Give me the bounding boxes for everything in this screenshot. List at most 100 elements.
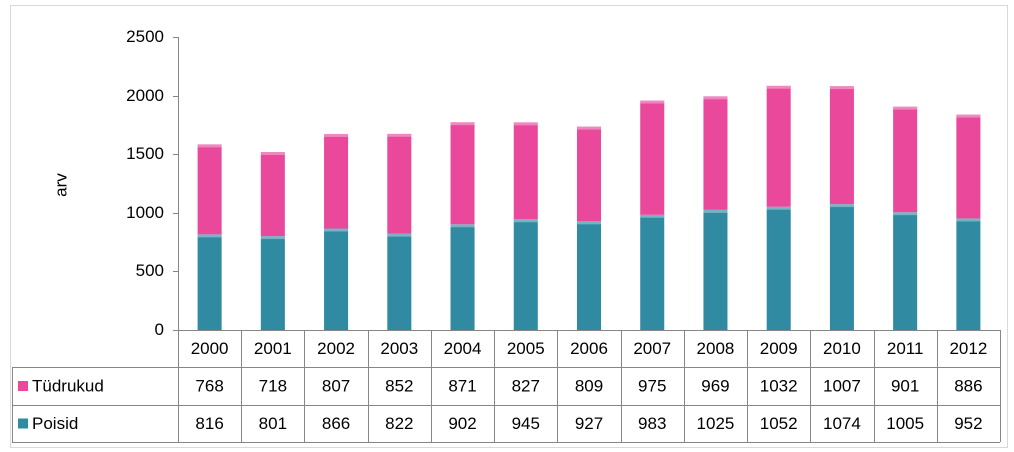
bar-cap bbox=[956, 216, 981, 222]
x-tick-label: 2010 bbox=[823, 339, 861, 358]
bar-cap bbox=[956, 112, 981, 118]
x-tick-label: 2001 bbox=[254, 339, 292, 358]
bar-segment bbox=[324, 133, 349, 229]
y-tick-label: 500 bbox=[136, 261, 164, 280]
y-tick-label: 1500 bbox=[126, 144, 164, 163]
bar-segment bbox=[956, 218, 981, 330]
y-tick-label: 0 bbox=[155, 320, 164, 339]
bar-cap bbox=[640, 98, 665, 104]
table-value: 952 bbox=[954, 414, 982, 433]
table-value: 866 bbox=[322, 414, 350, 433]
x-tick-label: 2012 bbox=[949, 339, 987, 358]
bar-segment bbox=[260, 236, 285, 330]
bar-segment bbox=[893, 106, 918, 213]
bar-cap bbox=[513, 120, 538, 126]
bar-cap bbox=[766, 83, 791, 89]
x-tick-label: 2000 bbox=[191, 339, 229, 358]
table-value: 801 bbox=[259, 414, 287, 433]
bar-segment bbox=[387, 233, 412, 330]
table-value: 927 bbox=[575, 414, 603, 433]
bar-segment bbox=[829, 204, 854, 330]
bar-cap bbox=[260, 234, 285, 240]
x-tick-label: 2006 bbox=[570, 339, 608, 358]
bar-cap bbox=[703, 94, 728, 100]
x-tick-label: 2004 bbox=[444, 339, 482, 358]
bar-segment bbox=[766, 206, 791, 330]
bar-segment bbox=[640, 214, 665, 330]
table-value: 1025 bbox=[697, 414, 735, 433]
table-value: 718 bbox=[259, 376, 287, 395]
bar-segment bbox=[576, 126, 602, 222]
table-value: 975 bbox=[638, 376, 666, 395]
bar-segment bbox=[703, 96, 728, 210]
bar-cap bbox=[576, 219, 602, 225]
x-tick-label: 2007 bbox=[633, 339, 671, 358]
bar-segment bbox=[956, 114, 981, 219]
bar-cap bbox=[893, 210, 918, 216]
bar-cap bbox=[387, 231, 412, 237]
x-tick-label: 2005 bbox=[507, 339, 545, 358]
bar-segment bbox=[197, 144, 222, 235]
table-value: 822 bbox=[385, 414, 413, 433]
bar-segment bbox=[387, 133, 412, 234]
bar-segment bbox=[703, 209, 728, 330]
bar-segment bbox=[513, 219, 538, 330]
table-value: 969 bbox=[701, 376, 729, 395]
bar-cap bbox=[324, 226, 349, 232]
y-tick-label: 2500 bbox=[126, 27, 164, 46]
table-value: 886 bbox=[954, 376, 982, 395]
bar-segment bbox=[640, 100, 665, 215]
table-value: 1005 bbox=[886, 414, 924, 433]
bar-cap bbox=[197, 142, 222, 148]
bar-cap bbox=[450, 120, 475, 126]
bar-segment bbox=[197, 234, 222, 330]
bar-segment bbox=[450, 224, 475, 330]
x-tick-label: 2003 bbox=[380, 339, 418, 358]
bar-cap bbox=[703, 207, 728, 213]
legend-swatch bbox=[18, 418, 28, 429]
table-value: 1032 bbox=[760, 376, 798, 395]
x-tick-label: 2008 bbox=[697, 339, 735, 358]
table-value: 809 bbox=[575, 376, 603, 395]
bar-cap bbox=[260, 149, 285, 155]
bar-cap bbox=[324, 131, 349, 137]
bar-segment bbox=[766, 85, 791, 207]
table-value: 902 bbox=[448, 414, 476, 433]
table-value: 945 bbox=[512, 414, 540, 433]
bar-cap bbox=[197, 232, 222, 238]
bar-cap bbox=[576, 124, 602, 130]
bar-segment bbox=[513, 122, 538, 220]
table-value: 816 bbox=[195, 414, 223, 433]
table-value: 1052 bbox=[760, 414, 798, 433]
table-value: 807 bbox=[322, 376, 350, 395]
bar-cap bbox=[829, 84, 854, 90]
table-value: 1074 bbox=[823, 414, 861, 433]
table-value: 871 bbox=[448, 376, 476, 395]
bar-segment bbox=[324, 228, 349, 330]
x-tick-label: 2002 bbox=[317, 339, 355, 358]
table-value: 1007 bbox=[823, 376, 861, 395]
x-tick-label: 2009 bbox=[760, 339, 798, 358]
legend-swatch bbox=[18, 381, 28, 391]
legend-label: Poisid bbox=[32, 414, 78, 433]
legend-label: Tüdrukud bbox=[32, 376, 104, 395]
table-value: 852 bbox=[385, 376, 413, 395]
bar-cap bbox=[766, 204, 791, 210]
x-tick-label: 2011 bbox=[887, 339, 924, 358]
bar-cap bbox=[387, 131, 412, 137]
bar-cap bbox=[450, 222, 475, 228]
bar-segment bbox=[260, 151, 285, 237]
bar-segment bbox=[893, 212, 918, 330]
bar-cap bbox=[829, 202, 854, 208]
table-value: 768 bbox=[195, 376, 223, 395]
bar-cap bbox=[513, 217, 538, 223]
y-tick-label: 2000 bbox=[126, 86, 164, 105]
bar-cap bbox=[893, 104, 918, 110]
y-tick-label: 1000 bbox=[126, 203, 164, 222]
bar-segment bbox=[829, 86, 854, 205]
bar-segment bbox=[576, 221, 602, 330]
table-value: 827 bbox=[512, 376, 540, 395]
bar-cap bbox=[640, 212, 665, 218]
table-value: 983 bbox=[638, 414, 666, 433]
